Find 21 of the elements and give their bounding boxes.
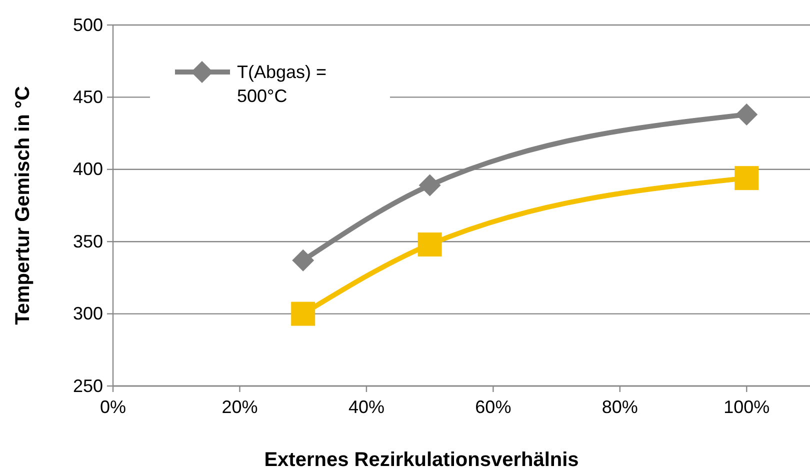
y-tick-label: 250 — [72, 376, 103, 396]
y-tick-label: 400 — [72, 159, 103, 180]
x-tick-label: 0% — [100, 396, 126, 417]
legend-label: T(Abgas) = 500°C — [237, 62, 332, 106]
y-tick-label: 300 — [72, 304, 103, 324]
y-tick-label: 350 — [72, 231, 103, 252]
x-tick-label: 20% — [222, 396, 258, 417]
y-tick-label: 450 — [72, 86, 103, 107]
x-tick-label: 60% — [475, 396, 512, 417]
point — [418, 232, 442, 256]
point — [291, 302, 316, 326]
point — [418, 174, 441, 196]
y-axis-title: Tempertur Gemisch in °C — [12, 86, 34, 325]
x-axis-title: Externes Rezirkulationsverhälnis — [264, 449, 579, 471]
point — [292, 249, 314, 272]
x-tick-label: 40% — [348, 396, 384, 417]
x-tick-label: 80% — [602, 396, 638, 417]
x-tick-label: 100% — [724, 396, 770, 417]
y-tick-label: 500 — [72, 14, 103, 35]
point — [734, 166, 759, 190]
point — [736, 104, 758, 126]
